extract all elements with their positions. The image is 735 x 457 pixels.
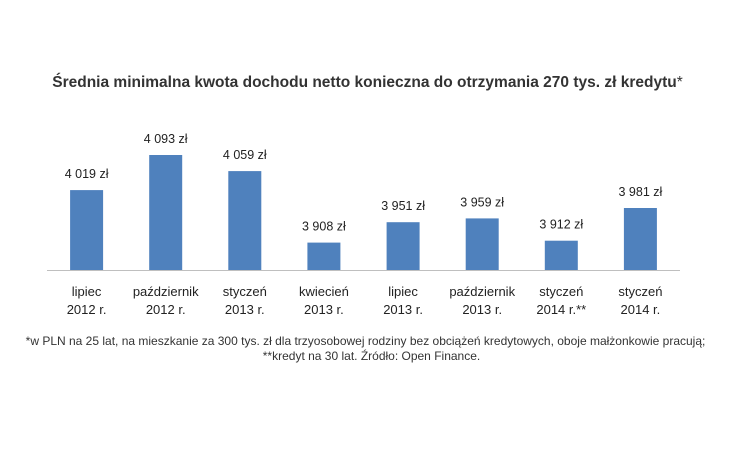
category-label-6-line-1: październik [449,284,515,299]
category-label-4-line-1: kwiecień [299,284,349,299]
bar-3 [228,171,262,270]
category-label-3-line-2: 2013 r. [225,302,265,317]
bar-4 [307,242,341,270]
data-label-8: 3 981 zł [619,185,663,199]
category-label-6-line-2: 2013 r. [462,302,502,317]
bar-1 [70,190,104,270]
footnote-1: *w PLN na 25 lat, na mieszkanie za 300 t… [25,334,706,348]
footnote-2: **kredyt na 30 lat. Źródło: Open Finance… [262,349,481,363]
category-label-1-line-2: 2012 r. [67,302,107,317]
data-label-4: 3 908 zł [302,220,346,234]
category-label-2-line-2: 2012 r. [146,302,186,317]
data-label-3: 4 059 zł [223,148,267,162]
bar-5 [386,222,420,270]
bar-8 [623,208,657,270]
category-label-2-line-1: październik [133,284,199,299]
category-label-8-line-1: styczeń [618,284,662,299]
data-label-5: 3 951 zł [381,199,425,213]
category-label-1-line-1: lipiec [72,284,102,299]
bar-7 [544,240,578,270]
data-label-7: 3 912 zł [539,218,583,232]
category-label-8-line-2: 2014 r. [621,302,661,317]
category-label-4-line-2: 2013 r. [304,302,344,317]
data-label-6: 3 959 zł [460,195,504,209]
category-label-7-line-1: styczeń [539,284,583,299]
category-label-3-line-1: styczeń [223,284,267,299]
data-label-1: 4 019 zł [65,167,109,181]
data-labels-group: 4 019 zł 4 093 zł 4 059 zł 3 908 zł 3 951 zł… [65,132,663,234]
chart-title-asterisk: * [676,74,683,91]
bar-2 [149,155,183,270]
category-labels-group: lipiec 2012 r. październik 2012 r. styczeń 20… [67,284,663,317]
data-label-2: 4 093 zł [144,132,188,146]
chart-title-text: Średnia minimalna kwota dochodu netto ko… [52,74,677,91]
bar-6 [465,218,499,270]
category-label-7-line-2: 2014 r.** [536,302,586,317]
category-label-5-line-2: 2013 r. [383,302,423,317]
category-label-5-line-1: lipiec [388,284,418,299]
chart-title: Średnia minimalna kwota dochodu netto ko… [0,74,735,92]
bars-group [70,155,657,270]
